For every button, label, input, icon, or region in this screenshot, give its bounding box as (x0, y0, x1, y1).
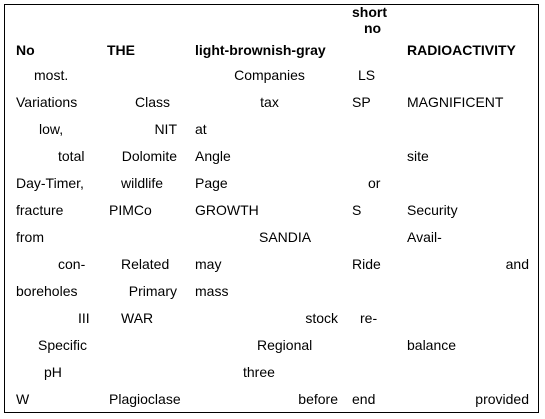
column-header-light-brownish-gray: light-brownish-gray (195, 42, 326, 58)
table-cell: GROWTH (195, 201, 259, 218)
table-cell: NIT (154, 120, 177, 137)
table-cell (344, 142, 399, 169)
table-cell: Specific (38, 336, 88, 353)
table-cell: provided (475, 390, 529, 407)
table-cell: low, (39, 120, 64, 137)
column-header-short-line2: no (364, 20, 382, 36)
table-cell: balance (407, 336, 457, 353)
table-cell: Variations (16, 93, 78, 110)
table-cell: may (195, 255, 222, 272)
table-row: pH three (4, 358, 539, 385)
table-cell: III (78, 309, 90, 326)
column-header-no: No (16, 42, 35, 58)
table-cell (95, 358, 191, 385)
table-cell: or (368, 174, 381, 191)
table-row: from SANDIA Avail- (4, 223, 539, 250)
table-cell: fracture (16, 201, 64, 218)
table-cell (95, 61, 191, 88)
table-row: W Plagioclase before end provided (4, 385, 539, 412)
table-cell: Angle (195, 147, 231, 164)
table-cell: MAGNIFICENT (407, 93, 504, 110)
table-row: total Dolomite Angle site (4, 142, 539, 169)
table-cell: LS (358, 66, 376, 83)
table-cell: Page (195, 174, 228, 191)
table-cell: S (352, 201, 362, 218)
table-cell: con- (58, 255, 86, 272)
table-cell: Ride (352, 255, 381, 272)
table-cell (95, 331, 191, 358)
table-cell: three (243, 363, 275, 380)
table-cell (344, 277, 399, 304)
table-cell: wildlife (121, 174, 164, 191)
column-header-radioactivity: RADIOACTIVITY (407, 42, 516, 58)
table-cell: Day-Timer, (16, 174, 84, 191)
table-row: Variations Class tax SP MAGNIFICENT (4, 88, 539, 115)
table-row: boreholes Primary mass (4, 277, 539, 304)
table-cell: PIMCo (109, 201, 152, 218)
table-cell: Avail- (407, 228, 442, 245)
table-cell: Security (407, 201, 458, 218)
table-row: III WAR stock re- (4, 304, 539, 331)
table-row: Day-Timer, wildlife Page or (4, 169, 539, 196)
header-row: No THE light-brownish-gray short no RADI… (4, 4, 539, 61)
table-cell: from (16, 228, 44, 245)
table-cell (344, 331, 399, 358)
table-row: fracture PIMCo GROWTH S Security (4, 196, 539, 223)
table-cell: and (505, 255, 529, 272)
table-row: con- Related may Ride and (4, 250, 539, 277)
column-header-short-line1: short (352, 4, 387, 20)
column-header-the: THE (107, 42, 135, 58)
table-cell: stock (305, 309, 338, 326)
table-row: Specific Regional balance (4, 331, 539, 358)
table-cell: Companies (234, 66, 305, 83)
table-cell (344, 115, 399, 142)
table-cell: boreholes (16, 282, 78, 299)
table-cell: site (407, 147, 429, 164)
table-cell: SANDIA (259, 228, 312, 245)
table-cell: Related (121, 255, 170, 272)
table-cell: before (298, 390, 338, 407)
table-cell: total (58, 147, 85, 164)
table-row: most. Companies LS (4, 61, 539, 88)
table-cell: at (195, 120, 207, 137)
table-cell: SP (352, 93, 371, 110)
table-cell (95, 223, 191, 250)
table-cell: Class (135, 93, 171, 110)
table-border (4, 4, 539, 413)
table-cell: Primary (128, 282, 177, 299)
table-cell: W (16, 390, 30, 407)
table-cell: end (352, 390, 376, 407)
table-cell (399, 277, 539, 304)
table-cell (344, 223, 399, 250)
table-cell (399, 115, 539, 142)
table-cell: Regional (257, 336, 313, 353)
table-cell: mass (195, 282, 229, 299)
table-cell (344, 358, 399, 385)
column-header-short-no: short no (344, 4, 399, 61)
table-cell: Plagioclase (109, 390, 181, 407)
table-cell: WAR (121, 309, 154, 326)
table-cell (399, 358, 539, 385)
table-row: low, NIT at (4, 115, 539, 142)
table-cell: most. (34, 66, 69, 83)
table-cell (399, 304, 539, 331)
table-cell: pH (44, 363, 62, 380)
table-cell (399, 169, 539, 196)
data-table: No THE light-brownish-gray short no RADI… (4, 4, 539, 412)
table-cell: tax (260, 93, 279, 110)
table-cell: re- (360, 309, 378, 326)
table-cell: Dolomite (121, 147, 177, 164)
table-cell (399, 61, 539, 88)
